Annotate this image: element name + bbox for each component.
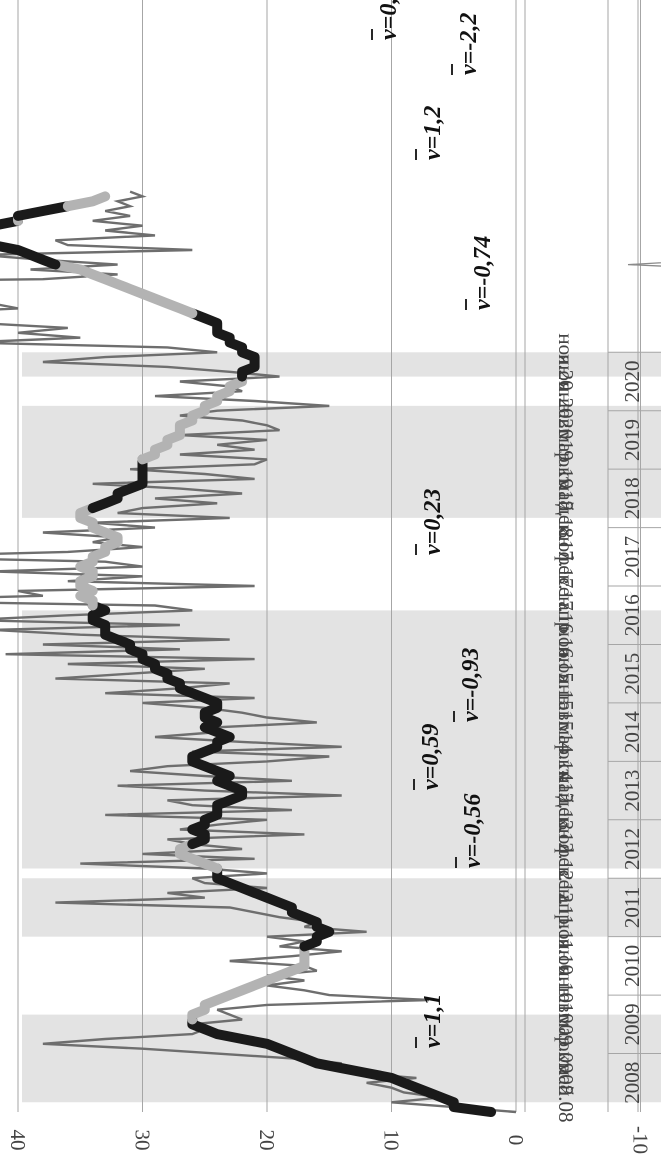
x-tick-label: мар.09 — [554, 1014, 578, 1073]
x-tick-label: июн.15 — [554, 646, 578, 710]
year-label: 2015 — [620, 653, 644, 695]
x-tick-label: июл.12 — [554, 817, 578, 880]
annotation-text: v=0,5 — [376, 0, 402, 40]
annotation: v=1,1 — [415, 994, 446, 1048]
series-line — [174, 839, 223, 874]
annotation-text: v=0,59 — [418, 724, 444, 790]
shaded-period — [22, 405, 661, 518]
annotation-text: v=0,23 — [420, 489, 446, 555]
x-tick-label: фев.12 — [554, 844, 578, 903]
series-line — [13, 201, 73, 221]
x-tick-label: дек.12 — [554, 796, 578, 852]
x-tick-label: ноя.15 — [554, 626, 578, 683]
shaded-period — [22, 1014, 661, 1103]
x-tick-label: май.13 — [554, 770, 578, 830]
annotation-text: v=-0,74 — [470, 236, 496, 310]
x-tick-label: мар.14 — [554, 722, 578, 782]
year-label: 2008 — [620, 1062, 644, 1104]
series-line — [75, 503, 123, 611]
x-tick-label: янв.15 — [554, 674, 578, 731]
year-label: 2010 — [620, 945, 644, 987]
series-line — [62, 191, 111, 212]
tick-labels: 80706050403020100-10-2020082009201020112… — [6, 333, 653, 1154]
annotation-text: v=1,2 — [420, 106, 446, 160]
year-label: 2009 — [620, 1003, 644, 1045]
series-line — [187, 941, 310, 1025]
annotation: v=-0,93 — [453, 648, 484, 722]
year-label: 2013 — [620, 770, 644, 812]
x-tick-label: авг.14 — [554, 701, 578, 753]
annotation-text: v=-0,93 — [458, 648, 484, 722]
annotation: v=-0,74 — [465, 236, 496, 310]
annotation-text: v=1,1 — [420, 994, 446, 1048]
y-tick-label: 30 — [131, 1130, 155, 1151]
series-line — [0, 190, 517, 1114]
series-lines — [0, 190, 661, 1117]
y-tick-label: 0 — [504, 1135, 528, 1146]
x-tick-label: сен.16 — [554, 577, 578, 633]
x-tick-label: июн.20 — [554, 354, 578, 418]
year-label: 2020 — [620, 361, 644, 403]
y-tick-label: 40 — [6, 1130, 30, 1151]
x-tick-label: апр.11 — [554, 894, 578, 950]
annotations: v=1,1 v=-0,56 v=0,59 v=-0,93 v=0,23 v=-0,74 v=… — [371, 0, 496, 1048]
year-label: 2018 — [620, 477, 644, 519]
gridlines — [17, 0, 661, 1112]
shaded-period — [22, 878, 661, 937]
y-tick-label: -10 — [629, 1126, 653, 1154]
x-tick-label: ноя.20 — [554, 333, 578, 390]
year-label: 2011 — [620, 887, 644, 928]
year-label: 2012 — [620, 828, 644, 870]
year-label: 2019 — [620, 419, 644, 461]
x-tick-label: май.08 — [554, 1063, 578, 1123]
annotation: v=0,59 — [413, 724, 444, 790]
x-tick-label: ноя.10 — [554, 918, 578, 975]
year-label: 2017 — [620, 536, 644, 578]
annotation-text: v=-2,2 — [456, 13, 482, 75]
series-line — [187, 1014, 497, 1117]
annotation: v=1,2 — [415, 106, 446, 160]
annotation: v=0,23 — [415, 489, 446, 555]
x-tick-label: июл.17 — [554, 525, 578, 588]
series-line — [0, 241, 61, 270]
series-line — [212, 863, 335, 952]
x-tick-label: июн.10 — [554, 939, 578, 1003]
x-tick-label: окт.18 — [554, 457, 578, 511]
x-tick-label: окт.13 — [554, 749, 578, 803]
annotation-text: v=-0,56 — [460, 794, 486, 868]
series-line — [0, 215, 23, 230]
x-tick-label: май.18 — [554, 478, 578, 538]
series-line — [87, 454, 148, 514]
x-tick-label: авг.09 — [554, 994, 578, 1046]
year-label: 2016 — [620, 594, 644, 636]
x-tick-label: янв.20 — [554, 382, 578, 439]
y-tick-label: 20 — [255, 1130, 279, 1151]
series-line — [187, 308, 260, 382]
x-tick-label: апр.16 — [554, 601, 578, 658]
x-tick-label: мар.19 — [554, 430, 578, 489]
series-line — [87, 600, 248, 850]
series-line — [137, 371, 248, 465]
x-tick-label: сен.11 — [554, 870, 578, 926]
annotation: v=0,5 — [371, 0, 402, 40]
y-tick-label: 10 — [380, 1130, 404, 1151]
series-line — [50, 259, 198, 319]
x-tick-label: фев.17 — [554, 552, 578, 611]
annotation: v=-0,56 — [455, 794, 486, 868]
x-tick-label: янв.10 — [554, 967, 578, 1024]
x-tick-label: дек.17 — [554, 504, 578, 560]
x-tick-label: окт.08 — [554, 1041, 578, 1095]
year-label: 2014 — [620, 711, 644, 754]
annotation: v=-2,2 — [451, 13, 482, 75]
x-tick-label: авг.19 — [554, 409, 578, 461]
